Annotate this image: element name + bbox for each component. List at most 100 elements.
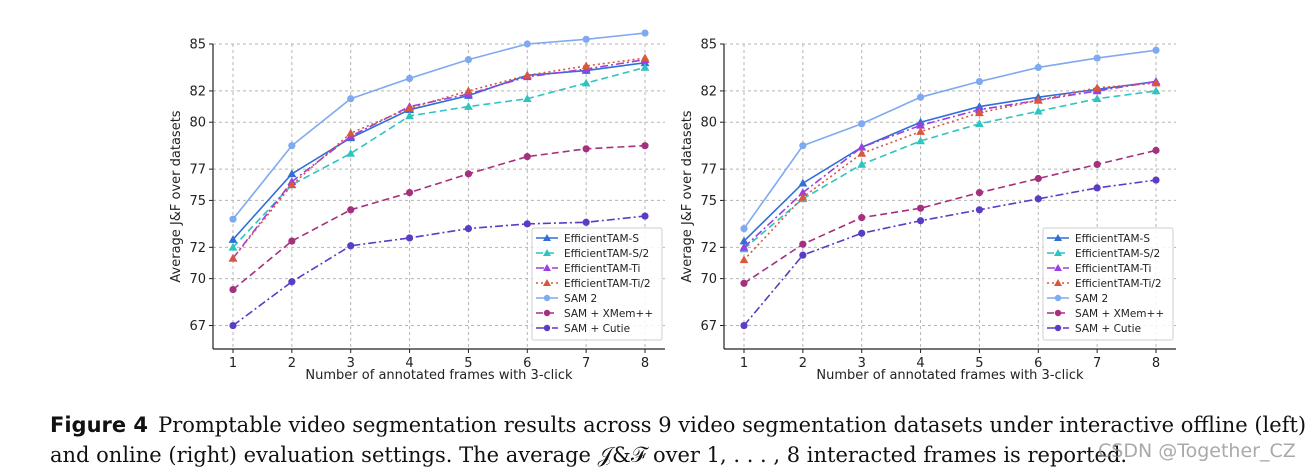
data-point [1151,78,1161,87]
data-point [640,63,650,71]
y-tick-label: 72 [189,241,206,256]
x-tick-label: 2 [288,356,296,371]
y-tick-label: 70 [700,272,717,287]
data-point [975,119,984,128]
data-point [799,240,807,248]
y-tick-label: 70 [189,272,206,287]
legend-marker [543,249,551,256]
legend-label: SAM 2 [564,293,597,305]
legend-label: SAM + Cutie [1075,323,1141,335]
legend-box [1042,227,1174,341]
data-point [464,86,473,95]
y-tick-label: 75 [189,194,206,209]
data-point [581,78,591,87]
series-line [232,61,646,241]
series-sam-2 [740,46,1160,233]
data-point [916,127,925,135]
series-sam-cutie [740,176,1160,330]
x-tick-label: 5 [464,356,472,371]
data-point [858,229,866,237]
legend-marker [543,279,551,286]
data-point [858,214,866,222]
x-tick-label: 6 [1034,356,1042,371]
legend-marker [1054,324,1062,332]
x-axis-label: Number of annotated frames with 3-click [816,368,1084,383]
legend-label: EfficientTAM-S [564,233,639,245]
data-point [288,237,296,245]
data-point [228,242,238,251]
data-point [641,142,649,150]
legend-marker [543,309,551,317]
data-point [975,77,984,86]
data-point [857,160,867,168]
data-point [523,153,531,161]
legend-marker [1054,264,1062,271]
data-point [405,74,414,83]
caption-text: Promptable video segmentation results ac… [50,413,1307,467]
x-tick-label: 1 [740,356,748,371]
legend-marker [1054,279,1062,286]
data-point [740,279,748,287]
y-tick-label: 77 [189,163,206,178]
y-axis-label: Average J&F over datasets [169,110,184,282]
y-tick-label: 75 [700,194,717,209]
legend-label: EfficientTAM-Ti [564,263,640,275]
data-point [1093,184,1101,192]
legend-marker [543,294,551,302]
series-sam-2 [229,29,649,223]
y-tick-label: 67 [189,319,206,334]
series-line [232,144,646,291]
x-tick-label: 8 [641,356,649,371]
data-point [288,142,296,150]
data-point [798,178,808,187]
data-point [1093,54,1101,62]
y-tick-label: 85 [189,38,206,53]
data-point [858,120,866,128]
series-efficienttam-ti-2 [739,78,1161,264]
data-point [405,103,414,112]
y-tick-label: 82 [189,84,206,99]
data-point [405,234,414,242]
data-point [799,251,807,259]
y-tick-label: 77 [700,163,717,178]
data-point [229,321,237,330]
legend-marker [543,324,551,332]
data-point [916,204,925,212]
data-point [1092,94,1102,103]
x-tick-label: 6 [523,356,531,371]
legend-label: SAM 2 [1075,293,1108,305]
x-tick-label: 3 [858,356,866,371]
figure-caption: Figure 4 Promptable video segmentation re… [50,410,1310,470]
data-point [581,61,591,70]
data-point [1034,174,1042,183]
data-point [641,29,649,37]
x-tick-label: 8 [1152,356,1160,371]
legend: EfficientTAM-S EfficientTAM-S/2 EfficientT… [531,227,663,341]
data-point [739,242,749,251]
data-point [916,120,925,129]
data-point [975,188,984,197]
series-line [743,179,1157,327]
watermark: CSDN @Together_CZ [1098,440,1296,462]
legend-marker [1054,309,1062,317]
data-point [229,285,237,294]
data-point [640,53,650,62]
series-line [232,32,646,220]
legend-label: EfficientTAM-Ti [1075,263,1151,275]
series-line [743,149,1157,284]
legend-box [531,227,663,341]
data-point [405,188,414,197]
legend-marker [543,264,551,271]
data-point [523,40,531,48]
data-point [857,149,867,157]
data-point [522,70,532,79]
data-point [857,142,867,151]
data-point [464,56,473,64]
y-tick-label: 72 [700,241,717,256]
series-line [232,215,646,327]
series-sam-cutie [229,212,649,330]
data-point [1033,106,1043,115]
legend-label: EfficientTAM-S/2 [564,248,649,260]
data-point [287,169,297,178]
